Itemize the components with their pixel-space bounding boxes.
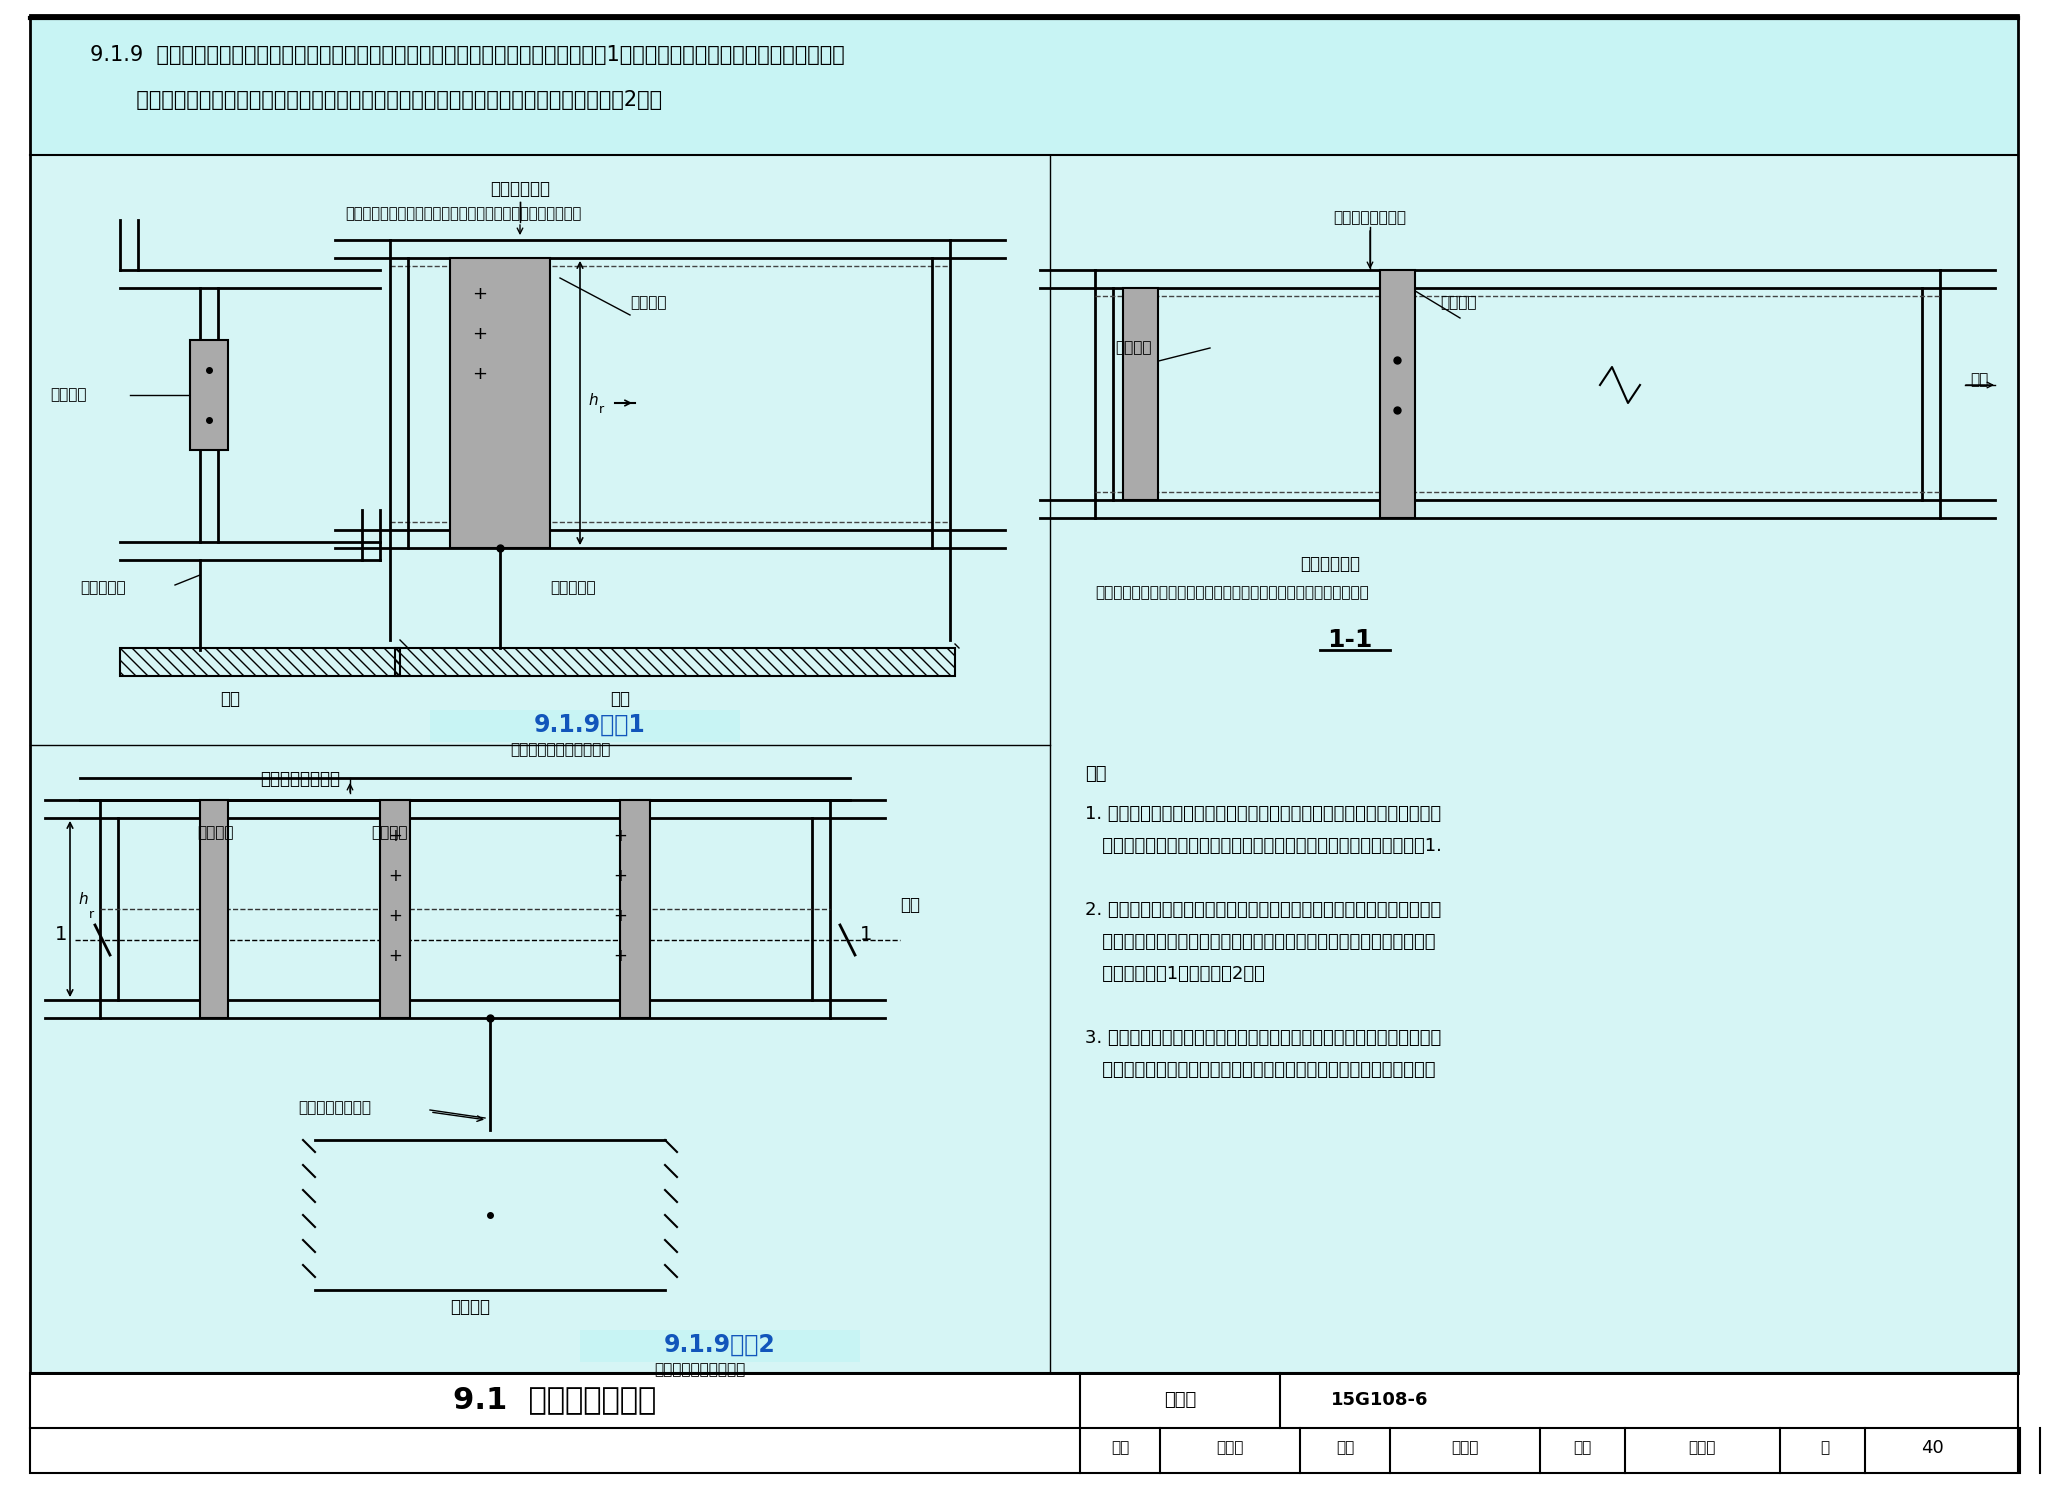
Text: 连接钢板: 连接钢板 [49,387,86,402]
Text: 冷弯薄壁型钢扁担: 冷弯薄壁型钢扁担 [260,769,340,789]
Text: +: + [387,908,401,926]
Text: r: r [598,403,604,417]
Text: +: + [473,365,487,382]
Text: 变形，故宜通过螺栓或自攻钉直接作用在檩条的腹板上传力，如图示1.: 变形，故宜通过螺栓或自攻钉直接作用在檩条的腹板上传力，如图示1. [1085,836,1442,856]
Text: 冉红东: 冉红东 [1452,1440,1479,1455]
Text: +: + [612,868,627,885]
Text: 校对: 校对 [1335,1440,1354,1455]
Text: 量难以控制，二是焊点防锈困难，故一般对檩条的连接不宜采用焊缝。: 量难以控制，二是焊点防锈困难，故一般对檩条的连接不宜采用焊缝。 [1085,1061,1436,1079]
Text: （以吊挂屋面吊顶为例）: （以吊挂屋面吊顶为例） [510,743,610,757]
Text: 审核: 审核 [1110,1440,1128,1455]
Text: 9.1.9  吊挂在屋面上的普通集中荷载宜通过螺栓或自攻钉直接作用在檩条的腹板上》图示1「，也可在檩条之间加设冷弯薄壁型钢作: 9.1.9 吊挂在屋面上的普通集中荷载宜通过螺栓或自攻钉直接作用在檩条的腹板上》… [90,45,844,65]
Text: 吊挂用圆钢: 吊挂用圆钢 [80,580,125,595]
Text: 吊顶: 吊顶 [219,690,240,708]
Text: +: + [473,324,487,344]
Text: 9.1  实腹式檩条设计: 9.1 实腹式檩条设计 [453,1385,657,1415]
Text: 连接角钢: 连接角钢 [197,824,233,841]
Bar [31,1373,2017,1473]
Text: 2. 当吊挂为动力荷载且吊杆是刚性构件时，连接的自攻钉在动力荷载作用: 2. 当吊挂为动力荷载且吊杆是刚性构件时，连接的自攻钉在动力荷载作用 [1085,902,1442,920]
Text: 连接钢板: 连接钢板 [373,824,408,841]
Bar [121,647,399,676]
Text: 苏明周: 苏明周 [1217,1440,1243,1455]
Bar [430,710,739,743]
Bar [580,1330,860,1362]
Text: h: h [78,891,88,906]
Text: 9.1.9图示1: 9.1.9图示1 [535,713,645,737]
Text: 当吊挂为动力荷载且吊杆是刚性构件时，螺栓连接需采取防松动措施: 当吊挂为动力荷载且吊杆是刚性构件时，螺栓连接需采取防松动措施 [1096,585,1368,600]
Text: 冷弯薄壁型钢扁担: 冷弯薄壁型钢扁担 [1333,210,1407,225]
Text: 连接角钢: 连接角钢 [1114,341,1151,356]
Text: +: + [612,827,627,845]
Text: 螺栓或自攻钉: 螺栓或自攻钉 [1300,555,1360,573]
Text: 页: 页 [1821,1440,1829,1455]
Text: 吊顶: 吊顶 [610,690,631,708]
Text: 1: 1 [860,926,872,943]
Text: 1: 1 [55,926,68,943]
Text: 標条: 標条 [1970,372,1989,387]
Text: 注：: 注： [1085,765,1106,783]
Text: （以吊挂通风管为例）: （以吊挂通风管为例） [655,1362,745,1376]
Bar [201,801,227,1018]
Text: 设计: 设计 [1573,1440,1591,1455]
Bar [381,801,410,1018]
Bar [31,15,2017,155]
Bar [1380,269,1415,518]
Text: +: + [387,827,401,845]
Text: 接，如【图示1】和【图示2】。: 接，如【图示1】和【图示2】。 [1085,966,1266,984]
Bar [395,647,954,676]
Text: 为扁担支承吊挂荷载，冷弯薄壁型钢扁担与檩条间的连接宜采用螺栓或自攻钉连接》图示2「。: 为扁担支承吊挂荷载，冷弯薄壁型钢扁担与檩条间的连接宜采用螺栓或自攻钉连接》图示2… [90,89,662,110]
Text: 9.1.9图示2: 9.1.9图示2 [664,1333,776,1357]
Text: +: + [387,946,401,966]
Text: 40: 40 [1921,1439,1944,1457]
Text: 陈向荣: 陈向荣 [1688,1440,1716,1455]
Text: 3. 镀锌的冷弯薄壁型钢构件，不适合采用焊接施工方式，一是高空焊接质: 3. 镀锌的冷弯薄壁型钢构件，不适合采用焊接施工方式，一是高空焊接质 [1085,1030,1442,1048]
Text: 图集号: 图集号 [1163,1391,1196,1409]
Bar [621,801,649,1018]
Text: +: + [473,286,487,304]
Text: 连接钢板: 连接钢板 [1440,295,1477,310]
Text: 当吊挂为动力荷载且吊杆是刚性构件时，需用防松动螺栓连接: 当吊挂为动力荷载且吊杆是刚性构件时，需用防松动螺栓连接 [344,205,582,222]
Text: 1-1: 1-1 [1327,628,1372,652]
Text: +: + [612,908,627,926]
Text: 螺栓或自攻钉: 螺栓或自攻钉 [489,180,551,198]
Bar [451,257,551,548]
Text: r: r [88,908,94,921]
Text: h: h [588,393,598,408]
Bar [190,339,227,449]
Text: 吊挂用扁钢或角钢: 吊挂用扁钢或角钢 [299,1100,371,1115]
Text: +: + [612,946,627,966]
Text: 连接钢板: 连接钢板 [631,295,666,310]
Text: 15G108-6: 15G108-6 [1331,1391,1430,1409]
Text: +: + [387,868,401,885]
Text: 標条: 標条 [899,896,920,914]
Bar [1122,289,1157,500]
Text: 下有发生松动的可能，且一旦松动即会发生脱落，故需用防松动螺栓连: 下有发生松动的可能，且一旦松动即会发生脱落，故需用防松动螺栓连 [1085,933,1436,951]
Text: 吊挂用圆钢: 吊挂用圆钢 [551,580,596,595]
Text: 1. 吊挂集中荷载直接作用在檩条的翼缘上有较大的偏心扭矩且易产生畸性: 1. 吊挂集中荷载直接作用在檩条的翼缘上有较大的偏心扭矩且易产生畸性 [1085,805,1442,823]
Bar [31,155,2017,1373]
Text: 通风管道: 通风管道 [451,1298,489,1315]
